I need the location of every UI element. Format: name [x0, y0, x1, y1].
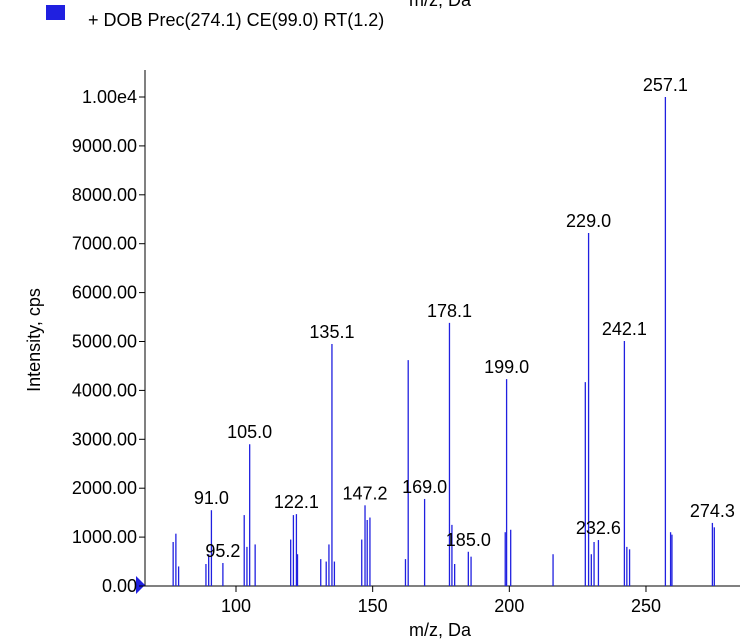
baseline-marker: [136, 576, 145, 594]
x-tick-label: 100: [221, 596, 251, 616]
peak-label: 135.1: [309, 322, 354, 342]
y-tick-label: 2000.00: [72, 478, 137, 498]
y-tick-label: 1.00e4: [82, 87, 137, 107]
legend-swatch: [46, 5, 65, 20]
y-tick-label: 1000.00: [72, 527, 137, 547]
peak-label: 232.6: [576, 518, 621, 538]
x-axis-label: m/z, Da: [409, 620, 472, 640]
x-tick-label: 200: [494, 596, 524, 616]
peak-label: 242.1: [602, 319, 647, 339]
header-text: m/z, Da: [409, 0, 472, 10]
y-tick-label: 3000.00: [72, 429, 137, 449]
y-tick-label: 6000.00: [72, 283, 137, 303]
peak-label: 178.1: [427, 301, 472, 321]
y-tick-label: 5000.00: [72, 332, 137, 352]
peak-label: 91.0: [194, 488, 229, 508]
peak-label: 122.1: [274, 492, 319, 512]
x-tick-label: 250: [631, 596, 661, 616]
peak-label: 105.0: [227, 422, 272, 442]
y-axis-label: Intensity, cps: [24, 288, 44, 392]
peak-label: 257.1: [643, 75, 688, 95]
legend-label: + DOB Prec(274.1) CE(99.0) RT(1.2): [88, 10, 384, 30]
y-tick-label: 9000.00: [72, 136, 137, 156]
peak-label: 185.0: [446, 530, 491, 550]
peak-label: 95.2: [205, 541, 240, 561]
x-tick-label: 150: [358, 596, 388, 616]
y-tick-label: 4000.00: [72, 380, 137, 400]
y-tick-label: 8000.00: [72, 185, 137, 205]
y-tick-label: 7000.00: [72, 234, 137, 254]
peak-label: 274.3: [690, 501, 735, 521]
peak-label: 169.0: [402, 477, 447, 497]
peak-label: 199.0: [484, 357, 529, 377]
peak-label: 147.2: [342, 483, 387, 503]
y-tick-label: 0.00: [102, 576, 137, 596]
peak-label: 229.0: [566, 211, 611, 231]
